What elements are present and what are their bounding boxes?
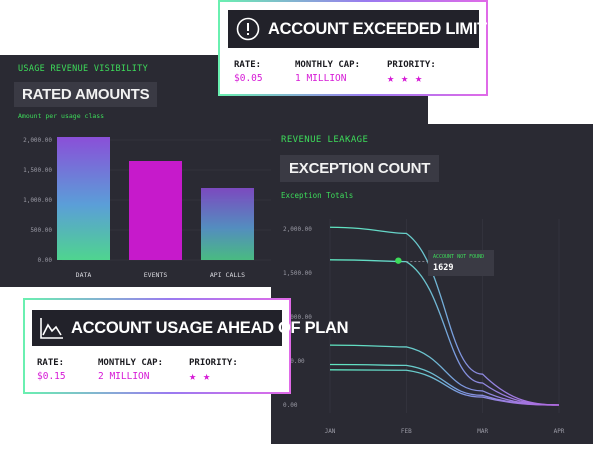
card-ahead-priority-stars: ★ ★ <box>189 370 249 384</box>
card-exceeded-rate-label: RATE: <box>234 60 262 70</box>
bar-y-tick: 500.00 <box>30 227 52 234</box>
line-y-tick: 500.00 <box>283 358 305 365</box>
line-y-tick: 0.00 <box>283 402 298 409</box>
tooltip-value: 1629 <box>433 263 454 273</box>
priority-star-icon: ★ <box>189 369 197 383</box>
card-ahead-header: ACCOUNT USAGE AHEAD OF PLAN <box>32 310 349 346</box>
tooltip-box: ACCOUNT NOT FOUND 1629 <box>428 250 494 276</box>
revenue-leakage-panel: REVENUE LEAKAGE EXCEPTION COUNT Exceptio… <box>271 124 593 444</box>
line-x-tick: MAR <box>477 428 488 435</box>
exclamation-circle-icon <box>236 17 260 41</box>
card-ahead-rate-value: $0.15 <box>37 371 66 382</box>
exception-count-chart: 2,000.00 1,500.00 1,000.00 500.00 0.00 JAN FE… <box>283 219 565 435</box>
card-exceeded-priority-stars: ★ ★ ★ <box>387 72 447 86</box>
card-ahead-cap-value: 2 MILLION <box>98 371 150 382</box>
bar-api-calls <box>201 188 254 260</box>
card-exceeded-header: ACCOUNT EXCEEDED LIMIT <box>228 10 487 48</box>
usage-panel-subtitle: Amount per usage class <box>18 112 105 120</box>
line-x-tick: FEB <box>401 428 412 435</box>
line-y-tick: 2,000.00 <box>283 226 312 233</box>
card-ahead-title: ACCOUNT USAGE AHEAD OF PLAN <box>71 318 349 337</box>
line-series-3 <box>329 344 560 406</box>
card-exceeded-rate-value: $0.05 <box>234 73 263 84</box>
bar-x-tick: DATA <box>76 271 92 279</box>
line-series-2 <box>329 259 560 406</box>
highlight-point[interactable] <box>395 257 402 264</box>
card-ahead-cap-label: MONTHLY CAP: <box>98 358 164 368</box>
card-ahead-rate-label: RATE: <box>37 358 65 368</box>
priority-star-icon: ★ <box>415 71 423 85</box>
bar-data <box>57 137 110 260</box>
bar-x-tick: EVENTS <box>144 271 168 279</box>
bar-y-tick: 1,000.00 <box>23 197 52 204</box>
line-series-5 <box>329 369 560 406</box>
line-series-1 <box>329 226 560 406</box>
card-account-exceeded-limit[interactable]: ACCOUNT EXCEEDED LIMIT RATE: $0.05 MONTH… <box>218 0 488 96</box>
leakage-panel-subtitle: Exception Totals <box>281 191 354 200</box>
usage-panel-title: RATED AMOUNTS <box>14 82 158 107</box>
bar-y-tick: 0.00 <box>38 257 53 264</box>
line-y-tick: 1,000.00 <box>283 314 312 321</box>
bar-events <box>129 161 182 260</box>
tooltip-label: ACCOUNT NOT FOUND <box>433 254 485 260</box>
priority-star-icon: ★ <box>401 71 409 85</box>
line-x-tick: APR <box>554 428 565 435</box>
leakage-panel-title: EXCEPTION COUNT <box>280 155 440 182</box>
bar-y-tick: 2,000.00 <box>23 137 52 144</box>
priority-star-icon: ★ <box>203 369 211 383</box>
line-x-tick: JAN <box>325 428 336 435</box>
priority-star-icon: ★ <box>387 71 395 85</box>
card-exceeded-title: ACCOUNT EXCEEDED LIMIT <box>268 19 487 38</box>
usage-section-label: USAGE REVENUE VISIBILITY <box>18 64 149 74</box>
card-ahead-priority-label: PRIORITY: <box>189 358 238 368</box>
leakage-section-label: REVENUE LEAKAGE <box>281 135 369 145</box>
card-exceeded-priority-label: PRIORITY: <box>387 60 436 70</box>
card-exceeded-cap-label: MONTHLY CAP: <box>295 60 361 70</box>
line-y-tick: 1,500.00 <box>283 270 312 277</box>
line-chart-icon <box>39 316 65 340</box>
card-exceeded-cap-value: 1 MILLION <box>295 73 347 84</box>
card-account-usage-ahead[interactable]: ACCOUNT USAGE AHEAD OF PLAN RATE: $0.15 … <box>23 298 349 394</box>
bar-y-tick: 1,500.00 <box>23 167 52 174</box>
bar-x-tick: API CALLS <box>210 271 245 279</box>
